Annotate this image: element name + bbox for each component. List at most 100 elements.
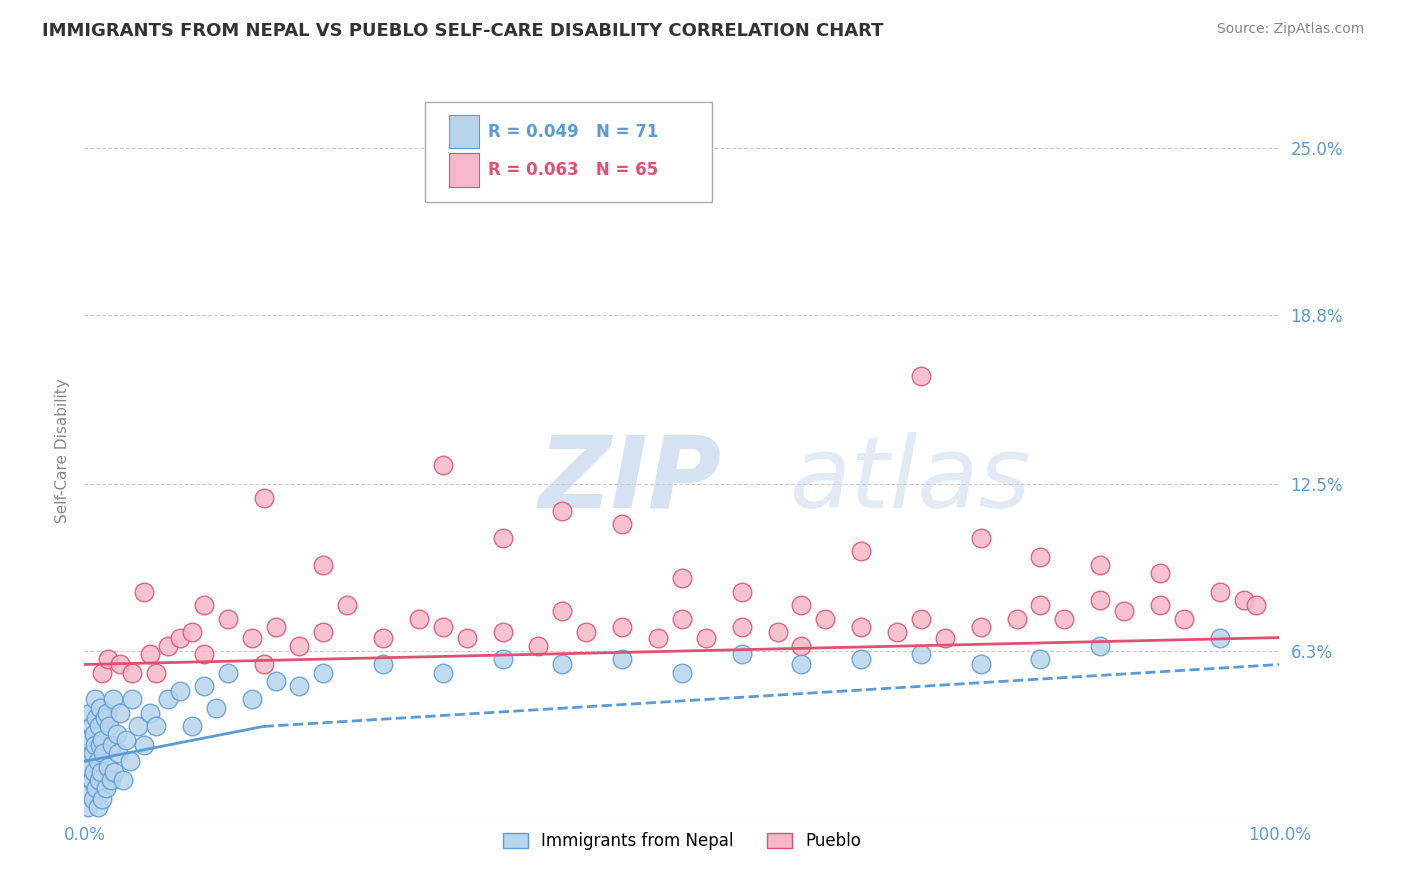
Point [169,684,191,698]
Point [288,679,311,693]
Point [886,625,908,640]
Point [157,692,180,706]
Text: Source: ZipAtlas.com: Source: ZipAtlas.com [1216,22,1364,37]
Point [851,620,873,634]
Point [98,719,121,733]
Point [790,657,813,672]
Point [551,657,574,672]
Point [1244,599,1267,613]
Point [93,711,115,725]
Point [86,781,108,796]
Point [139,706,162,720]
Point [612,620,634,634]
Point [169,631,191,645]
Point [766,625,789,640]
Point [970,531,993,545]
Point [86,711,108,725]
Point [910,612,932,626]
Point [82,792,104,806]
Point [814,612,837,626]
Point [1090,558,1112,572]
Point [80,773,103,788]
Point [217,612,239,626]
Point [312,665,335,680]
Point [253,657,276,672]
Point [205,700,228,714]
Point [1090,639,1112,653]
Point [100,773,122,788]
Point [432,665,454,680]
Bar [449,115,479,148]
Point [84,738,107,752]
Point [1029,652,1052,666]
Point [87,773,110,788]
Point [77,732,100,747]
Point [527,639,550,653]
Point [1209,584,1232,599]
Point [671,665,693,680]
Point [288,639,311,653]
Point [731,584,754,599]
Point [373,631,395,645]
Point [80,719,103,733]
Point [90,765,112,780]
Point [671,571,693,585]
Point [193,599,215,613]
Point [1209,631,1232,645]
Point [240,692,263,706]
Point [253,491,276,505]
Point [111,773,134,788]
Point [77,747,100,761]
Point [671,612,693,626]
Point [145,719,167,733]
Bar [449,153,479,186]
Point [1149,566,1171,580]
Point [89,700,111,714]
Point [612,652,634,666]
Point [84,692,107,706]
Point [408,612,430,626]
Point [181,625,204,640]
Point [91,792,114,806]
Point [157,639,180,653]
Point [145,665,167,680]
Point [1029,549,1052,564]
Point [193,679,215,693]
Point [312,625,335,640]
Point [492,625,515,640]
Point [107,747,129,761]
Text: R = 0.049   N = 71: R = 0.049 N = 71 [488,122,658,141]
Point [132,738,156,752]
Point [790,599,813,613]
Point [79,760,101,774]
Point [217,665,239,680]
Point [87,719,110,733]
Point [910,369,932,384]
Point [86,755,108,769]
Point [103,765,125,780]
Point [101,692,124,706]
Point [110,657,132,672]
Point [83,765,105,780]
Point [551,504,574,518]
Point [1005,612,1028,626]
Point [121,692,143,706]
Point [127,719,149,733]
Point [695,631,717,645]
Point [91,732,114,747]
Point [82,747,104,761]
Point [101,738,124,752]
Point [1053,612,1076,626]
Point [105,727,128,741]
Point [1149,599,1171,613]
Point [97,760,120,774]
Point [790,639,813,653]
FancyBboxPatch shape [425,103,711,202]
Point [1173,612,1195,626]
Point [575,625,598,640]
Point [551,604,574,618]
Point [1029,599,1052,613]
Point [94,781,117,796]
Point [970,657,993,672]
Point [264,673,287,688]
